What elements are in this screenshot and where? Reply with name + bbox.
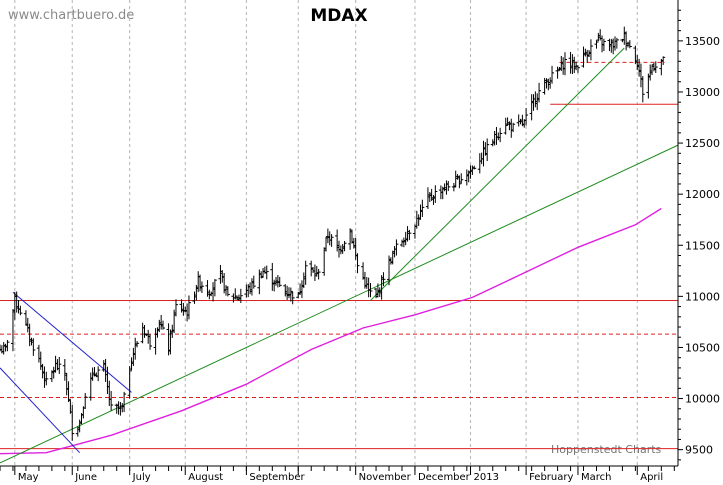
x-tick-label: 2013 [474,472,499,483]
ohlc-bar [83,393,88,410]
ohlc-bar [66,381,71,402]
ohlc-bar [661,56,666,65]
ohlc-bar [186,295,191,320]
ohlc-bar [127,366,132,399]
ohlc-bar [472,165,477,170]
x-tick-label: July [132,472,151,483]
moving-average-line [0,207,662,455]
ohlc-bar [225,286,230,297]
ohlc-bar [355,253,360,274]
ohlc-bar [537,82,542,103]
y-tick-label: 13000 [685,86,720,99]
chart-title: MDAX [310,6,368,26]
ohlc-bar [109,391,114,411]
trend-line [0,144,679,464]
trend-line [370,47,625,301]
x-tick-label: November [359,472,412,483]
x-tick-label: April [640,472,663,483]
ohlc-bar [277,276,282,287]
ohlc-bar [57,356,62,374]
ohlc-bar [18,305,23,316]
y-tick-label: 11000 [685,290,720,303]
x-tick-label: September [249,472,305,483]
ohlc-bar [288,287,293,302]
x-tick-label: June [74,472,97,483]
ohlc-bar [459,173,464,184]
ohlc-bar [5,339,10,352]
ohlc-bar [503,117,508,135]
y-tick-label: 11500 [685,239,720,252]
ohlc-bar [322,247,327,276]
month-gridlines [14,0,638,466]
ohlc-bars [0,26,666,441]
ohlc-bar [161,320,166,330]
ohlc-bar [594,40,599,49]
x-tick-label: March [581,472,611,483]
ohlc-bar [485,138,490,162]
watermark-text: www.chartbuero.de [8,8,135,23]
horizontal-levels [0,61,678,450]
ohlc-bar [148,334,153,350]
ohlc-bar [511,122,516,133]
ohlc-bar [653,61,658,74]
ohlc-bar [601,38,606,51]
ohlc-bar [122,391,127,412]
x-tick-label: December [418,472,471,483]
ohlc-bar [96,366,101,382]
ohlc-bar [173,299,178,317]
y-tick-label: 9500 [685,444,713,457]
y-tick-label: 10500 [685,341,720,354]
ohlc-bar [563,52,567,76]
x-tick-label: August [188,472,223,483]
ohlc-bar [303,260,308,285]
y-tick-label: 10000 [685,393,720,406]
ohlc-bar [394,239,399,256]
ohlc-bar [555,66,560,79]
channel-line [12,291,132,393]
ohlc-bar [251,275,256,289]
ohlc-bar [588,39,593,61]
ohlc-bar [212,279,217,297]
ohlc-bar [368,282,373,298]
ohlc-bar [135,341,140,348]
ohlc-bar [550,65,555,84]
ohlc-bar [329,234,334,247]
ohlc-bar [407,229,412,241]
ohlc-bar [524,108,529,126]
source-credit: Hoppenstedt Charts [551,443,662,456]
ohlc-bar [264,265,269,280]
ohlc-bar [446,180,451,192]
ohlc-bar [381,272,386,287]
x-tick-label: May [18,472,39,483]
ohlc-bar [70,405,75,441]
ohlc-bar [627,40,632,49]
channel-line [0,367,81,454]
moving-average-curve [0,207,662,455]
ohlc-bar [640,76,645,103]
ohlc-bar [433,185,438,203]
ohlc-bar [290,291,295,305]
ohlc-bar [420,199,425,217]
ohlc-bar [31,338,36,356]
ohlc-bar [614,37,619,49]
ohlc-bar [575,65,580,73]
ohlc-bar [498,127,503,143]
y-tick-label: 12500 [685,137,720,150]
x-tick-label: February [529,472,573,483]
trend-lines [0,47,679,464]
ohlc-bar [316,268,321,280]
ohlc-bar [199,281,204,293]
y-tick-label: 12000 [685,188,720,201]
ohlc-bar [44,371,49,386]
y-tick-label: 13500 [685,35,720,48]
ohlc-bar [238,288,243,304]
ohlc-bar [342,241,347,252]
